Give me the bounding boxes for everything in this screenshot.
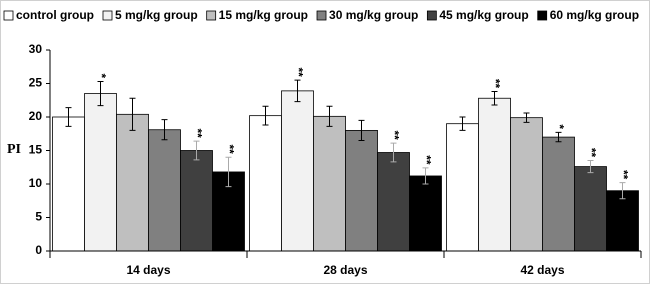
error-bar [619, 182, 626, 200]
error-bar [65, 107, 72, 127]
bar [281, 90, 314, 252]
bar [409, 175, 442, 252]
significance-mark: ** [190, 128, 204, 138]
significance-mark: ** [222, 145, 236, 155]
legend-swatch [316, 10, 327, 21]
bar [345, 129, 378, 252]
bar [377, 152, 410, 252]
legend-label: 30 mg/kg group [329, 8, 418, 22]
bar [313, 115, 346, 252]
error-bar [97, 80, 104, 107]
significance-mark: ** [488, 79, 502, 89]
bar [606, 190, 639, 252]
significance-mark: * [94, 73, 108, 78]
y-tick-label: 20 [29, 109, 43, 123]
legend-swatch [537, 10, 548, 21]
error-bar [390, 142, 397, 163]
y-tick-label: 15 [29, 143, 43, 157]
significance-mark: ** [584, 148, 598, 158]
bar [574, 166, 607, 252]
bar [249, 115, 282, 252]
bar [478, 97, 511, 252]
error-bar [161, 119, 168, 141]
legend-label: control group [16, 8, 94, 22]
y-tick-label: 10 [29, 176, 43, 190]
bar [510, 117, 543, 252]
legend-label: 60 mg/kg group [550, 8, 639, 22]
bar [84, 93, 117, 252]
legend-label: 45 mg/kg group [439, 8, 528, 22]
error-bar [129, 97, 136, 131]
legend-label: 15 mg/kg group [219, 8, 308, 22]
y-tick-label: 5 [35, 210, 42, 224]
bar [116, 113, 149, 252]
legend-label: 5 mg/kg group [115, 8, 198, 22]
y-tick-label: 30 [29, 42, 43, 56]
error-bar [523, 112, 530, 123]
bar [180, 150, 213, 252]
error-bar [587, 160, 594, 174]
legend-swatch [3, 10, 14, 21]
legend-swatch [102, 10, 113, 21]
error-bar [491, 91, 498, 106]
y-tick-label: 25 [29, 76, 43, 90]
bar [446, 123, 479, 252]
error-bar [555, 131, 562, 143]
x-tick-label: 42 days [520, 263, 564, 277]
significance-mark: ** [387, 130, 401, 140]
error-bar [358, 119, 365, 141]
error-bar [193, 140, 200, 161]
error-bar [294, 79, 301, 103]
legend-swatch [426, 10, 437, 21]
x-tick-label: 14 days [126, 263, 170, 277]
bar [542, 136, 575, 252]
significance-mark: * [552, 124, 566, 129]
significance-mark: ** [419, 155, 433, 165]
error-bar [422, 167, 429, 185]
bar [148, 129, 181, 252]
y-tick-label: 0 [35, 243, 42, 257]
bar [52, 116, 85, 252]
significance-mark: ** [291, 67, 305, 77]
x-tick-label: 28 days [323, 263, 367, 277]
y-axis-label: PI [7, 142, 21, 157]
error-bar [262, 105, 269, 126]
error-bar [459, 116, 466, 131]
error-bar [225, 156, 232, 188]
error-bar [326, 105, 333, 127]
significance-mark: ** [616, 170, 630, 180]
legend-swatch [206, 10, 217, 21]
